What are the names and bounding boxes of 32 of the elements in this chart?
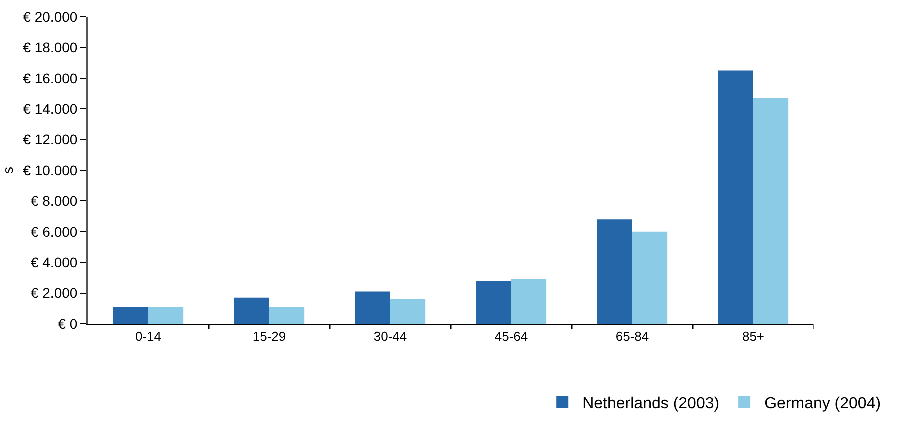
y-tick-label: € 10.000 [23, 162, 78, 178]
bar [355, 292, 390, 324]
y-tick-label: € 20.000 [23, 8, 78, 25]
y-tick-label: € 12.000 [23, 132, 78, 148]
y-axis-title: s [0, 167, 16, 174]
x-tick-label: 45-64 [494, 329, 528, 344]
y-tick-label: € 8.000 [30, 193, 78, 210]
bar [512, 279, 547, 324]
x-tick-label: 30-44 [374, 329, 408, 344]
legend-label: Netherlands (2003) [582, 396, 720, 413]
bar [234, 298, 270, 324]
bar [390, 299, 426, 324]
y-tick-label: € 0 [58, 316, 78, 332]
bar [270, 307, 305, 324]
bar [148, 307, 184, 324]
bar [718, 70, 754, 324]
x-tick-label: 65-84 [616, 329, 650, 344]
y-tick-label: € 6.000 [30, 224, 78, 240]
bar [597, 220, 632, 324]
bar [754, 98, 789, 324]
x-tick-label: 85+ [742, 329, 765, 344]
legend-label: Germany (2004) [764, 396, 882, 413]
y-tick-label: € 18.000 [23, 40, 78, 56]
bar [476, 281, 512, 324]
bar [632, 232, 668, 324]
bar [113, 307, 148, 324]
y-tick-label: € 4.000 [30, 254, 78, 270]
y-tick-label: € 14.000 [23, 101, 78, 117]
x-tick-label: 0-14 [135, 329, 162, 344]
x-tick-label: 15-29 [252, 329, 286, 344]
y-tick-label: € 16.000 [23, 70, 78, 86]
y-tick-label: € 2.000 [30, 285, 78, 302]
